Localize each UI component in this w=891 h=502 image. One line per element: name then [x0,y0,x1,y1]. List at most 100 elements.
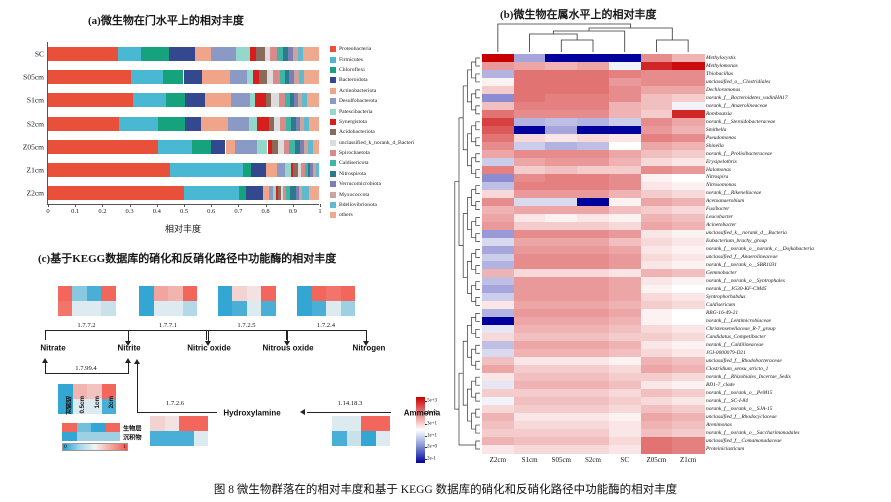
heatmap-row-label: Christensenellaceae_R-7_group [706,326,776,332]
kegg-heatmap-cell [232,286,247,301]
enzyme-ec-number: 1.7.7.2 [77,322,95,329]
legend-item: Proteobacteria [330,44,420,54]
kegg-heatmap-1.14.18.3 [332,416,390,446]
bar-segment [307,93,319,107]
bar-segment [226,140,235,154]
bar-segment [48,117,119,131]
kegg-heatmap-cell [87,286,102,301]
heatmap-row-label: norank_f__Rhizobiales_Incertae_Sedis [706,374,791,380]
heatmap-row-label: Romboutsia [706,111,732,117]
heatmap-row-label: norank_f__Anaerolineaceae [706,103,767,109]
legend-swatch [330,129,336,135]
kegg-heatmap-1.7.2.5 [218,286,276,316]
pathway-connector [307,412,391,413]
kegg-heatmap-cell [106,423,121,432]
heatmap-row-label: Clostridium_sensu_stricto_1 [706,366,768,372]
pathway-arrow [300,409,305,415]
bar-segment [309,186,319,200]
kegg-row-label: 沉积物 [123,432,142,441]
heatmap-row-label: Shinella [706,143,724,149]
heatmap-cell [672,445,704,454]
pathway-arrow [125,358,131,363]
x-tick-label: 0.3 [126,208,134,215]
heatmap-row-label: Pseudomonas [706,135,736,141]
bar-segment [48,47,118,61]
heatmap-row-label: norank_f__norank_o__Saccharimonadales [706,430,799,436]
x-tick-label: 0.9 [289,208,297,215]
bar-segment [266,163,277,177]
kegg-heatmap-cell [62,423,77,432]
kegg-heatmap-cell [168,286,183,301]
heatmap-row-label: norank_f__Caldilineaceae [706,342,764,348]
heatmap-row-label: Leucobacter [706,214,733,220]
kegg-heatmap-cell [341,301,356,316]
heatmap-row-label: Methylocystis [706,55,736,61]
stacked-bar: Z2cm [48,186,319,200]
kegg-heatmap-cell [347,416,362,431]
kegg-heatmap-cell [150,416,165,431]
stacked-bar: Z1cm [48,163,319,177]
bar-segment [185,117,201,131]
pathway-connector [286,330,287,340]
figure-root: (a)微生物在门水平上的相对丰度 SC S05cm S1cm S2cm Z05cm Z1c… [0,0,891,502]
legend-swatch [330,98,336,104]
bar-segment [184,70,203,84]
bar-segment [236,47,251,61]
kegg-heatmap-cell [101,301,116,316]
pathway-arrow [42,358,48,363]
legend-label: Nitrospirota [339,171,366,177]
panel-b-heatmap-grid [482,54,704,453]
legend-label: others [339,212,353,218]
pathway-connector [45,330,46,340]
bar-segment [255,93,266,107]
x-tick [157,204,158,207]
kegg-heatmap-cell [312,301,327,316]
legend-item: others [330,210,420,220]
bar-segment [302,186,310,200]
kegg-heatmap-cell [179,416,194,431]
kegg-heatmap-cell [194,416,209,431]
pathway-connector [45,330,128,331]
legend-label: Synergistota [339,119,367,125]
bar-segment [158,117,185,131]
legend-item: Chloroflexi [330,65,420,75]
bar-segment [277,163,285,177]
kegg-heatmap-cell [183,286,198,301]
legend-item: Bacteroidota [330,75,420,85]
heatmap-row-label: norank_f__norank_o__SBR1031 [706,262,777,268]
bar-segment [230,70,248,84]
legend-swatch [330,202,336,208]
kegg-heatmap-cell [106,432,121,441]
legend-item: Acidobacteriota [330,127,420,137]
heatmap-row-label: Nitrospira [706,174,728,180]
legend-item: Bdellovibrionota [330,200,420,210]
x-tick-label: 0.4 [153,208,161,215]
heatmap-column-label: S1cm [522,456,538,464]
x-tick-label: 0.5 [180,208,188,215]
kegg-heatmap-cell [58,286,73,301]
heatmap-column-label: Z1cm [680,456,696,464]
heatmap-cell [482,445,514,454]
legend-item: Desulfobacterota [330,96,420,106]
heatmap-column-label: Z2cm [490,456,506,464]
bar-segment [231,93,250,107]
legend-label: Firmicutes [339,57,363,63]
column-dendrogram [482,22,704,52]
bar-segment [313,140,319,154]
kegg-heatmap-1.7.2.4 [297,286,355,316]
legend-swatch [330,109,336,115]
pathway-connector [128,330,208,331]
legend-item: Spirochaetota [330,148,420,158]
kegg-row-label: 生物层 [123,423,142,432]
panel-a-row-label: Z05cm [23,142,44,151]
kegg-heatmap-cell [154,286,169,301]
kegg-heatmap-cell [87,301,102,316]
kegg-column-label: 1cm [94,396,101,408]
stacked-bar: S05cm [48,70,319,84]
enzyme-ec-number: 1.7.7.1 [159,322,177,329]
bar-segment [169,47,195,61]
kegg-heatmap-cell [91,423,106,432]
kegg-heatmap-cell [165,416,180,431]
heatmap-row-label: Syntrophorhabdus [706,294,746,300]
heatmap-row-label: Methylomonas [706,63,738,69]
